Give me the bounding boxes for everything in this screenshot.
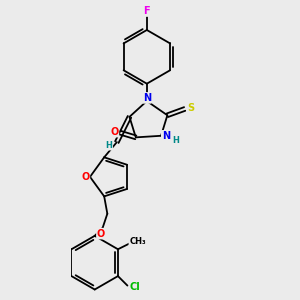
Text: F: F [143,6,150,16]
Text: S: S [187,103,194,113]
Text: O: O [97,229,105,238]
Text: N: N [162,131,170,141]
Text: O: O [81,172,89,182]
Text: H: H [172,136,179,145]
Text: N: N [143,93,151,103]
Text: O: O [110,127,118,137]
Text: Cl: Cl [130,282,141,292]
Text: CH₃: CH₃ [129,237,146,246]
Text: H: H [106,141,112,150]
